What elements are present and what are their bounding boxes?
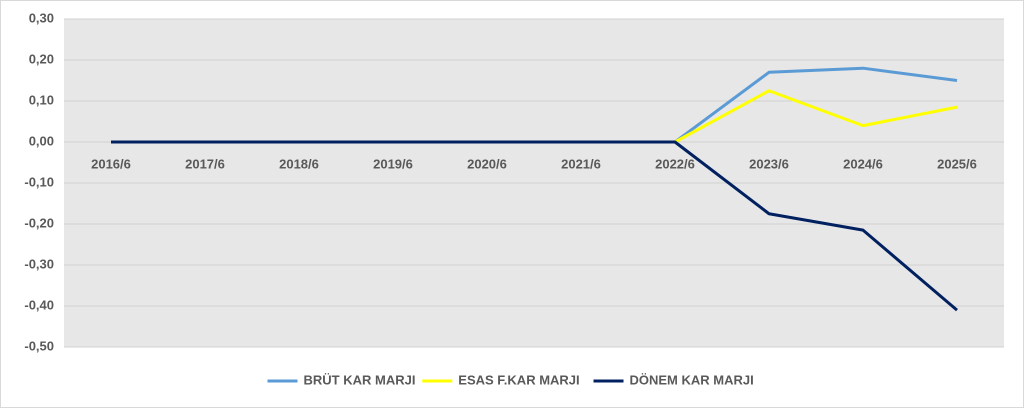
y-tick-label: -0,50 bbox=[24, 338, 54, 353]
legend-label: BRÜT KAR MARJI bbox=[304, 372, 416, 387]
y-tick-label: 0,00 bbox=[29, 133, 54, 148]
series-line bbox=[111, 140, 958, 312]
x-tick-label: 2023/6 bbox=[749, 156, 789, 171]
y-tick-label: -0,10 bbox=[24, 174, 54, 189]
legend-label: ESAS F.KAR MARJI bbox=[458, 372, 579, 387]
y-tick-label: -0,40 bbox=[24, 297, 54, 312]
y-tick-label: 0,20 bbox=[29, 51, 54, 66]
legend-label: DÖNEM KAR MARJI bbox=[630, 372, 754, 387]
x-tick-label: 2025/6 bbox=[937, 156, 977, 171]
y-tick-label: 0,10 bbox=[29, 92, 54, 107]
x-tick-label: 2019/6 bbox=[373, 156, 413, 171]
x-tick-label: 2022/6 bbox=[655, 156, 695, 171]
x-tick-label: 2017/6 bbox=[185, 156, 225, 171]
x-tick-label: 2020/6 bbox=[467, 156, 507, 171]
y-tick-label: -0,20 bbox=[24, 215, 54, 230]
y-tick-label: 0,30 bbox=[29, 10, 54, 25]
x-tick-label: 2024/6 bbox=[843, 156, 883, 171]
x-tick-label: 2016/6 bbox=[91, 156, 131, 171]
x-tick-label: 2021/6 bbox=[561, 156, 601, 171]
y-tick-label: -0,30 bbox=[24, 256, 54, 271]
x-tick-label: 2018/6 bbox=[279, 156, 319, 171]
